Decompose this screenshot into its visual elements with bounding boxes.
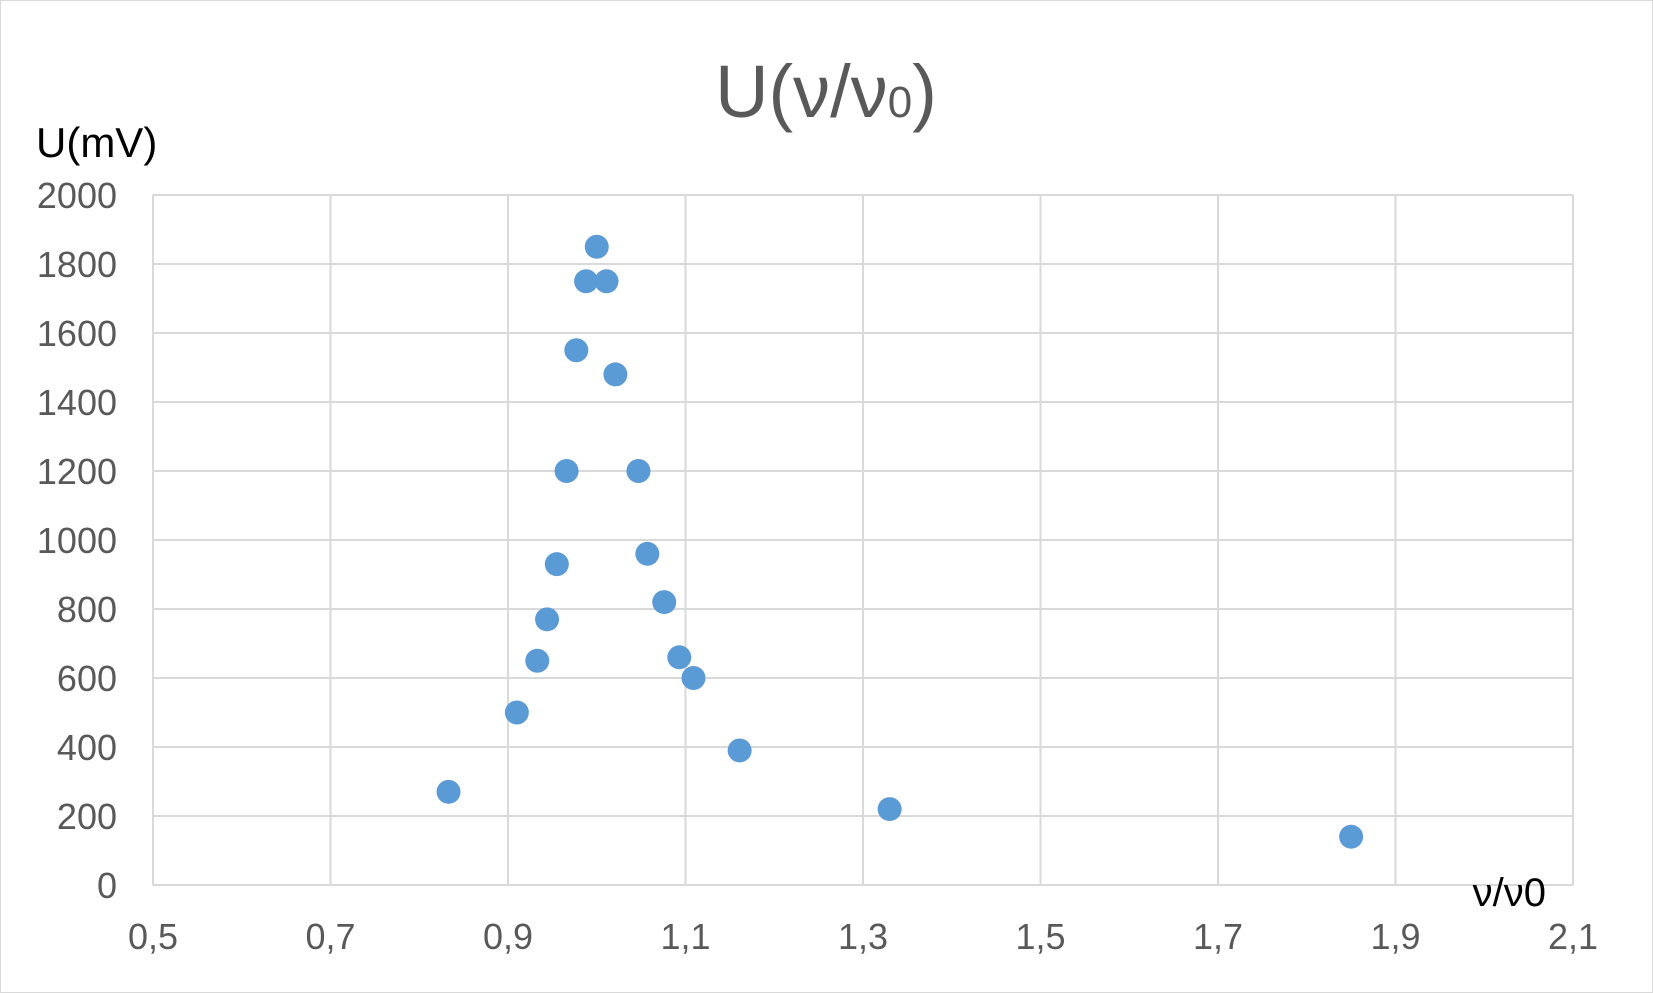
data-point bbox=[436, 779, 461, 804]
y-tick-label: 1000 bbox=[37, 520, 117, 561]
x-tick-label: 2,1 bbox=[1548, 916, 1598, 957]
y-tick-label: 600 bbox=[57, 658, 117, 699]
y-tick-label: 1200 bbox=[37, 451, 117, 492]
data-point bbox=[667, 645, 692, 670]
x-tick-label: 1,3 bbox=[838, 916, 888, 957]
chart-title: U(ν/ν0) bbox=[715, 50, 937, 133]
y-tick-label: 800 bbox=[57, 589, 117, 630]
y-axis-label: U(mV) bbox=[36, 119, 157, 166]
data-point bbox=[574, 269, 599, 294]
data-point bbox=[535, 607, 560, 632]
x-tick-label: 0,7 bbox=[305, 916, 355, 957]
data-point bbox=[652, 590, 677, 615]
x-tick-label: 0,5 bbox=[128, 916, 178, 957]
x-tick-label: 0,9 bbox=[483, 916, 533, 957]
y-tick-label: 1600 bbox=[37, 313, 117, 354]
data-points bbox=[436, 234, 1364, 849]
data-point bbox=[525, 648, 550, 673]
y-tick-label: 200 bbox=[57, 796, 117, 837]
data-point bbox=[594, 269, 619, 294]
x-tick-label: 1,9 bbox=[1370, 916, 1420, 957]
data-point bbox=[564, 338, 589, 363]
data-point bbox=[504, 700, 529, 725]
x-tick-label: 1,5 bbox=[1015, 916, 1065, 957]
data-point bbox=[1339, 824, 1364, 849]
y-tick-label: 1400 bbox=[37, 382, 117, 423]
y-tick-label: 0 bbox=[97, 865, 117, 906]
data-point bbox=[681, 666, 706, 690]
chart-title-subscript: 0 bbox=[888, 78, 912, 127]
data-point bbox=[635, 541, 660, 566]
chart-title-main: U(ν/ν bbox=[715, 50, 888, 133]
y-tick-label: 1800 bbox=[37, 244, 117, 285]
grid-lines bbox=[152, 194, 1574, 886]
x-axis-label: ν/ν0 bbox=[1473, 871, 1546, 915]
x-tick-label: 1,1 bbox=[660, 916, 710, 957]
tick-labels: 0 200 400 600 800 1000 1200 1400 1600 1800 2000 0,5… bbox=[37, 175, 1598, 957]
chart-title-close: ) bbox=[912, 50, 937, 133]
data-point bbox=[584, 234, 609, 259]
y-tick-label: 400 bbox=[57, 727, 117, 768]
data-point bbox=[554, 459, 579, 483]
data-point bbox=[544, 552, 569, 577]
data-point bbox=[626, 459, 651, 483]
data-point bbox=[877, 797, 902, 822]
y-tick-label: 2000 bbox=[37, 175, 117, 216]
x-tick-label: 1,7 bbox=[1193, 916, 1243, 957]
data-point bbox=[727, 738, 752, 763]
data-point bbox=[603, 362, 628, 387]
